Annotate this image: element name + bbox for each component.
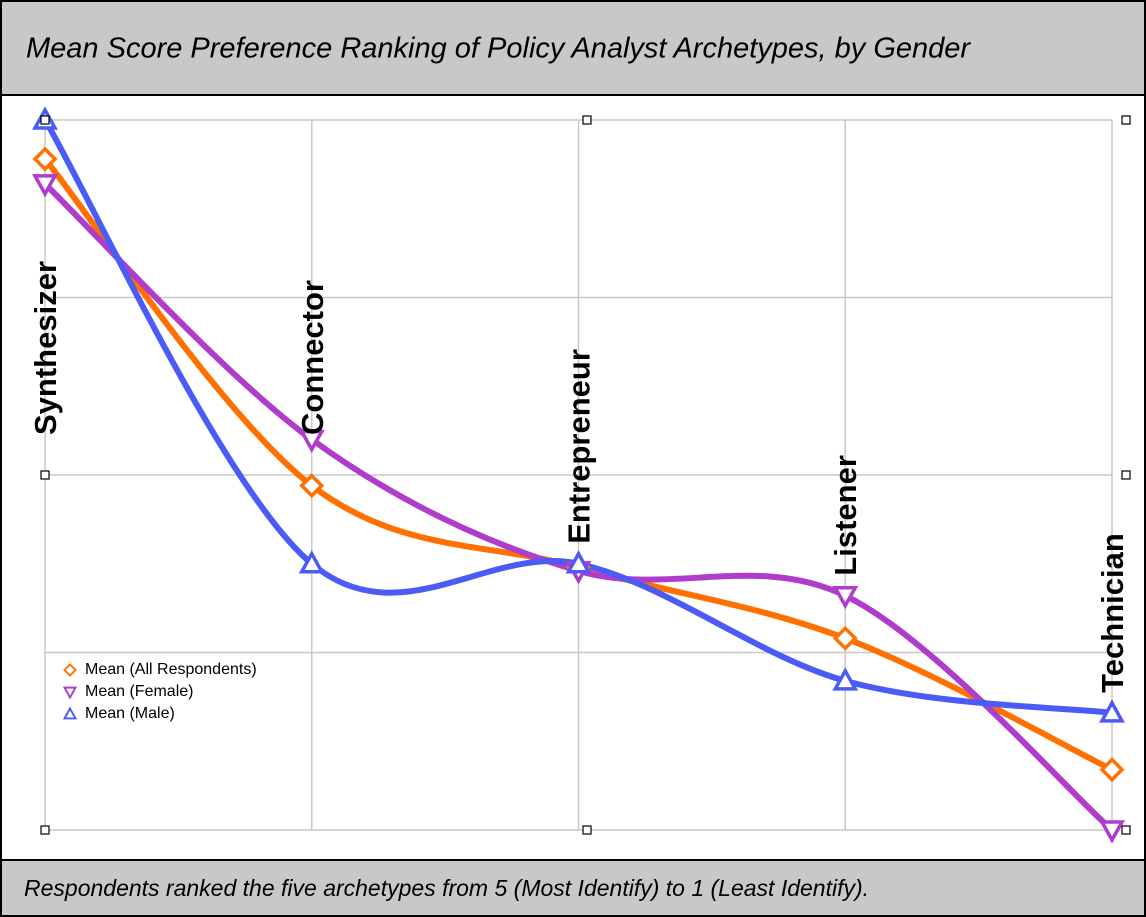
- selection-handle: [1121, 115, 1131, 125]
- marker: [63, 663, 77, 677]
- legend-label: Mean (All Respondents): [85, 661, 257, 678]
- selection-handle: [582, 115, 592, 125]
- legend-label: Mean (Female): [85, 683, 193, 700]
- category-label: Connector: [295, 280, 330, 435]
- marker: [1099, 820, 1125, 844]
- caption-bar: [0, 859, 1146, 917]
- legend-label: Mean (Male): [85, 705, 175, 722]
- selection-handle: [1121, 825, 1131, 835]
- marker: [565, 550, 592, 574]
- marker: [1099, 757, 1125, 783]
- marker: [32, 174, 58, 198]
- plot: [32, 106, 1125, 844]
- marker: [298, 429, 325, 454]
- series-line: [42, 117, 1115, 716]
- selection-handle: [1121, 470, 1131, 480]
- marker: [32, 146, 58, 172]
- marker: [298, 550, 325, 574]
- title-bar: [0, 0, 1146, 96]
- selection-handle: [40, 470, 50, 480]
- marker: [832, 667, 859, 691]
- marker: [832, 625, 858, 651]
- selection-handle: [40, 825, 50, 835]
- marker: [299, 473, 325, 499]
- selection-handle: [582, 825, 592, 835]
- marker: [832, 585, 859, 610]
- selection-handle: [40, 115, 50, 125]
- caption: Respondents ranked the five archetypes f…: [24, 875, 869, 901]
- marker: [62, 706, 78, 720]
- category-label: Entrepreneur: [562, 349, 597, 544]
- category-label: Technician: [1095, 533, 1130, 693]
- category-label: Listener: [828, 455, 863, 576]
- category-label: Synthesizer: [28, 261, 63, 435]
- marker: [1099, 699, 1125, 723]
- chart-title: Mean Score Preference Ranking of Policy …: [26, 33, 971, 65]
- marker: [62, 686, 78, 700]
